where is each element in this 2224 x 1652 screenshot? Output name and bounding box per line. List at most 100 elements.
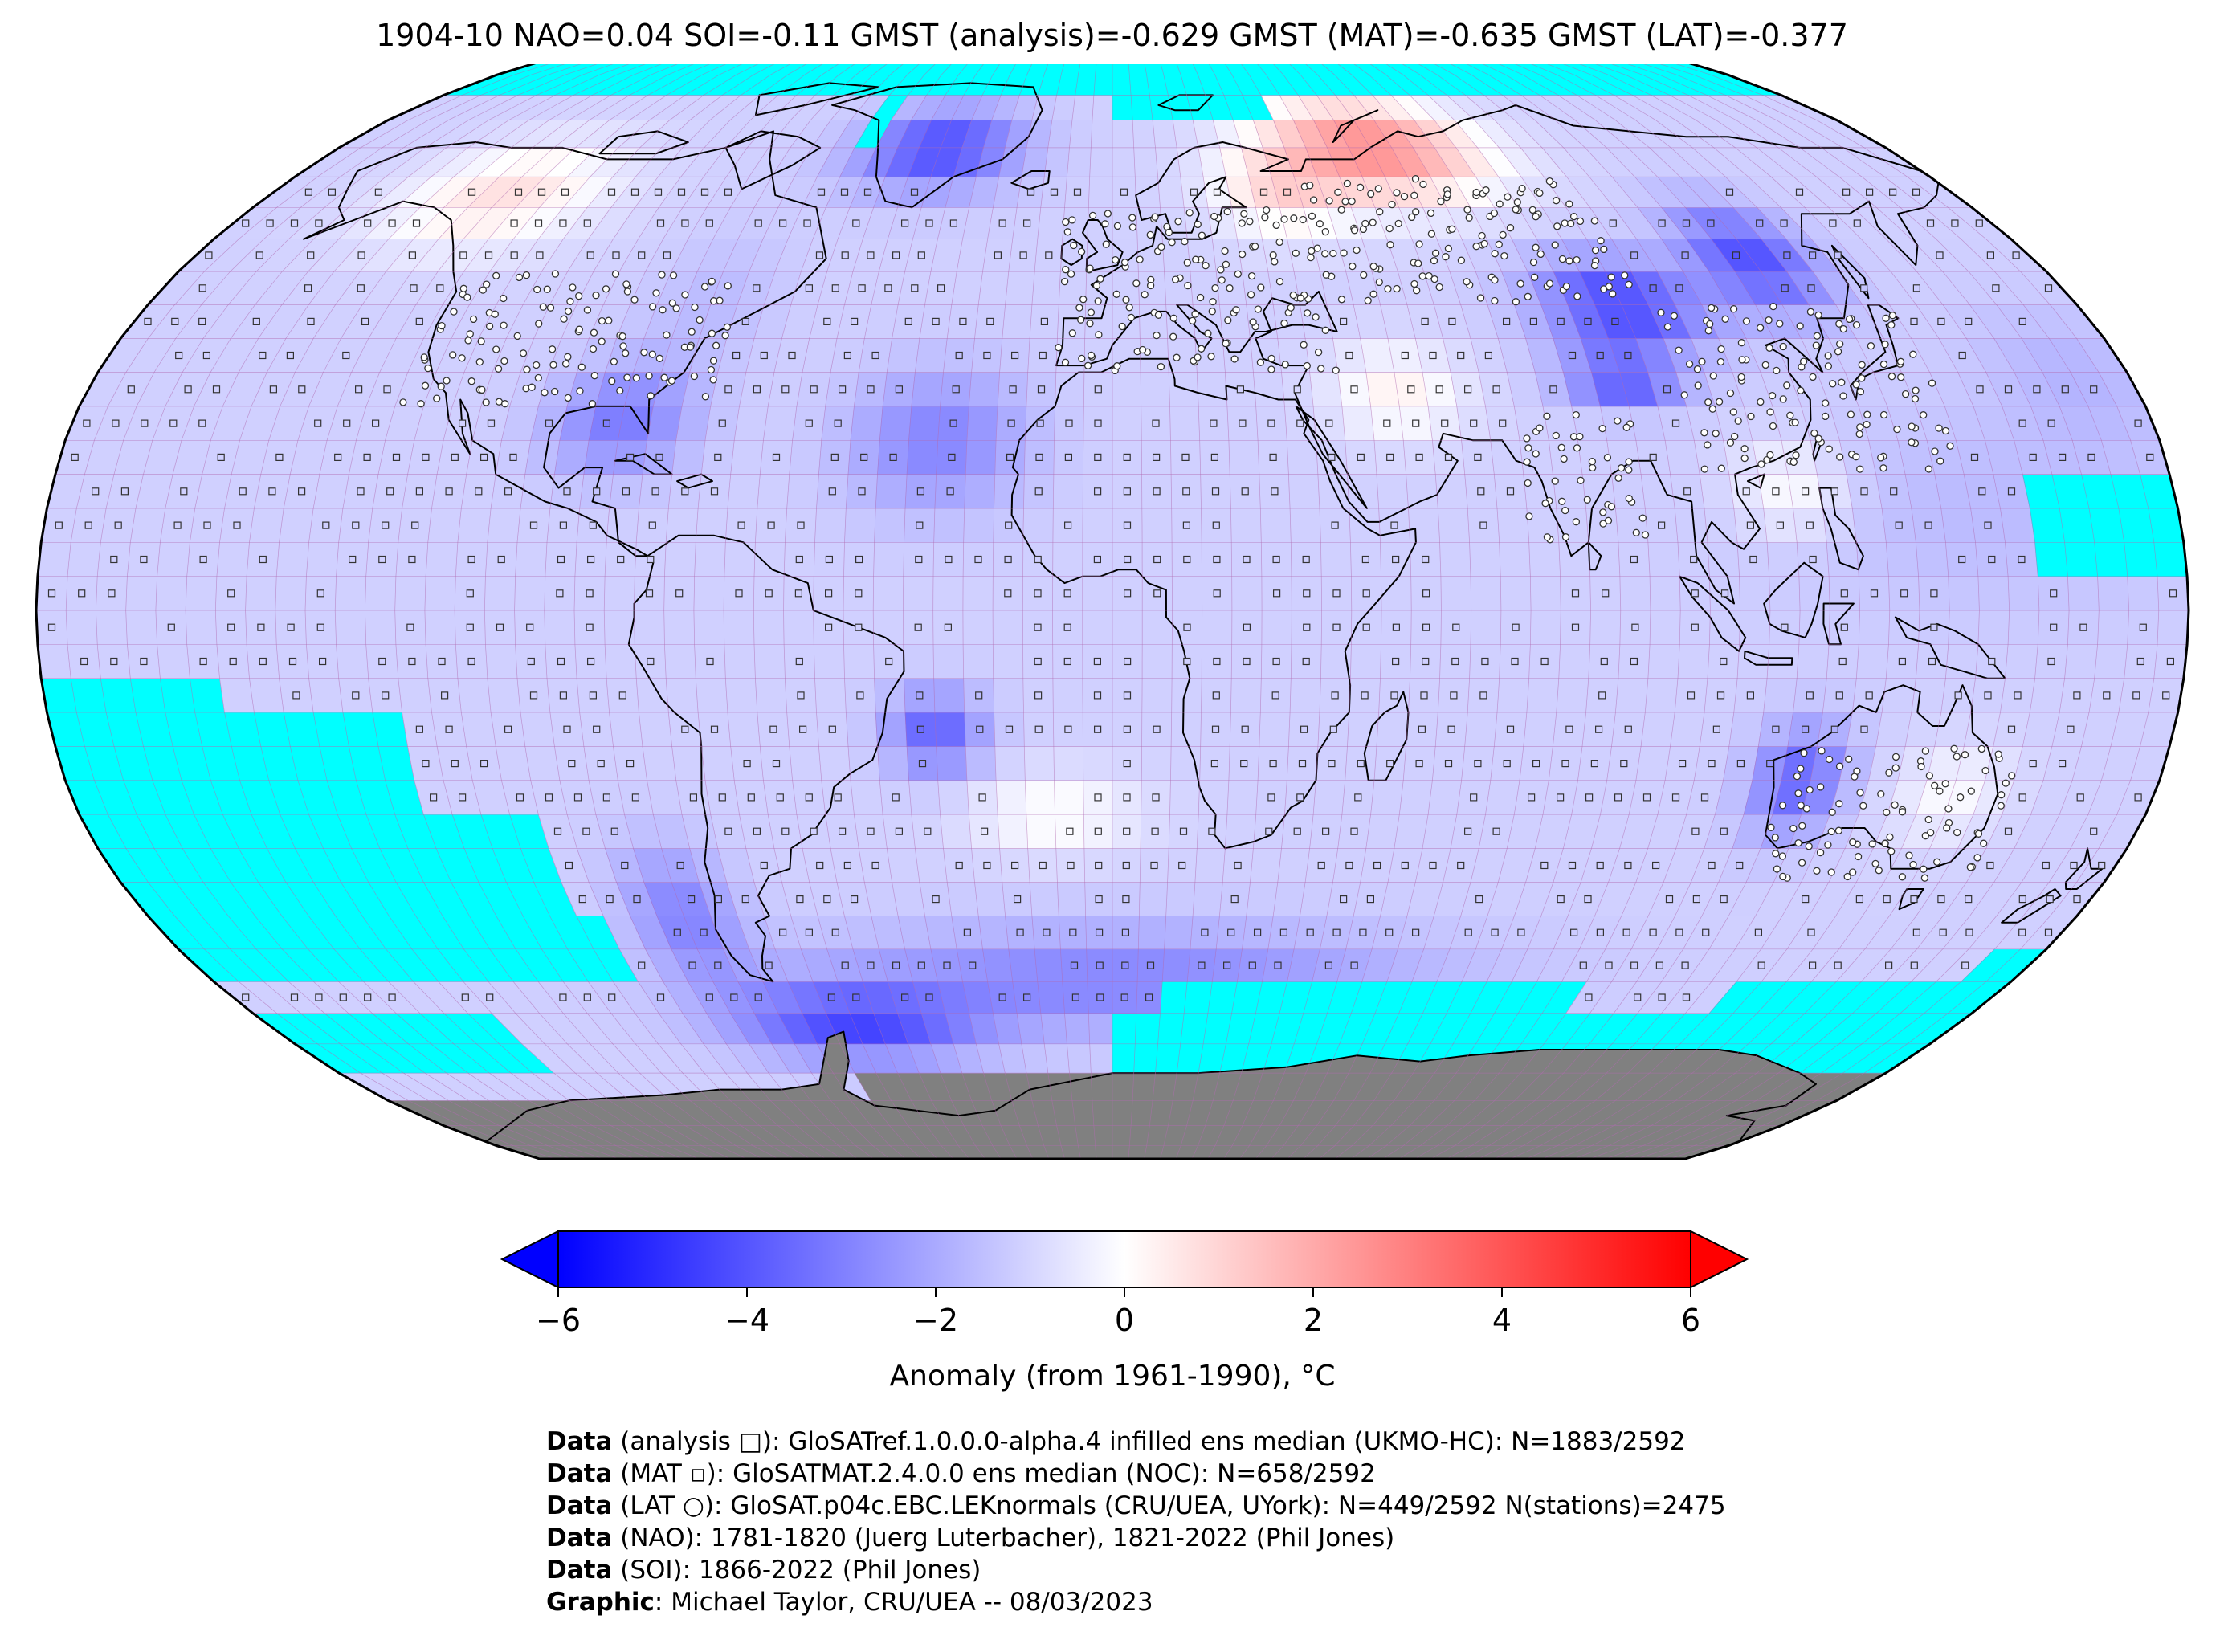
analysis-marker (986, 317, 994, 325)
station-marker (1818, 747, 1826, 755)
grid-cell (524, 440, 561, 475)
station-marker (464, 337, 472, 345)
analysis-marker (1271, 691, 1279, 700)
station-marker (1375, 278, 1383, 287)
analysis-marker (724, 827, 732, 835)
grid-cell (1766, 644, 1800, 679)
analysis-marker (1954, 691, 1962, 700)
analysis-marker (290, 993, 299, 1001)
station-marker (1772, 850, 1780, 858)
station-marker (708, 277, 716, 286)
station-marker (1146, 230, 1154, 239)
analysis-marker (2018, 928, 2026, 936)
analysis-marker (1720, 657, 1728, 666)
analysis-marker (1958, 555, 1966, 564)
analysis-marker (534, 219, 543, 227)
analysis-marker (1517, 928, 1525, 936)
station-marker (1086, 320, 1094, 328)
analysis-marker (1585, 993, 1593, 1001)
station-marker (1776, 320, 1784, 328)
analysis-marker (1390, 521, 1398, 529)
station-marker (1924, 465, 1933, 473)
analysis-marker (1600, 657, 1608, 666)
analysis-marker (1211, 725, 1220, 733)
station-marker (1856, 387, 1865, 396)
analysis-marker (850, 895, 859, 904)
analysis-marker (1853, 219, 1861, 227)
analysis-marker (1622, 928, 1630, 936)
grid-cell (814, 508, 847, 543)
analysis-marker (1412, 419, 1420, 427)
analysis-marker (805, 419, 813, 427)
analysis-marker (1682, 219, 1691, 227)
analysis-marker (180, 487, 188, 496)
station-marker (1234, 270, 1242, 278)
analysis-marker (994, 251, 1002, 259)
grid-cell (964, 474, 996, 509)
analysis-marker (1227, 928, 1235, 936)
analysis-marker (438, 657, 446, 666)
analysis-marker (1590, 759, 1599, 768)
analysis-marker (184, 385, 192, 394)
analysis-marker (322, 521, 330, 529)
analysis-marker (1584, 317, 1592, 325)
station-marker (1290, 214, 1298, 222)
analysis-marker (1766, 759, 1774, 768)
analysis-marker (1420, 691, 1428, 700)
grid-cell (1635, 746, 1671, 781)
analysis-marker (484, 251, 493, 259)
analysis-marker (328, 188, 336, 196)
analysis-marker (2007, 487, 2016, 496)
analysis-marker (1809, 251, 1817, 259)
analysis-marker (2146, 453, 2154, 461)
analysis-marker (633, 895, 641, 904)
grid-cell (875, 712, 908, 747)
analysis-marker (1795, 188, 1804, 196)
station-marker (1165, 228, 1173, 237)
analysis-marker (2090, 827, 2098, 835)
analysis-marker (1912, 928, 1920, 936)
analysis-marker (2061, 385, 2069, 394)
station-marker (1875, 867, 1883, 875)
analysis-marker (983, 861, 991, 870)
station-marker (549, 361, 557, 369)
grid-cell (727, 712, 761, 747)
analysis-marker (1179, 827, 1188, 835)
grid-cell (216, 542, 250, 577)
analysis-marker (1840, 589, 1848, 598)
station-marker (1670, 312, 1679, 320)
grid-cell (1164, 916, 1194, 950)
analysis-marker (1976, 385, 1984, 394)
analysis-marker (760, 351, 768, 360)
grid-cell (1130, 95, 1153, 120)
grid-cell (1169, 780, 1201, 815)
analysis-marker (1339, 317, 1348, 325)
station-marker (1908, 438, 1916, 447)
analysis-marker (1145, 993, 1153, 1001)
grid-cell (2124, 542, 2158, 577)
grid-cell (1095, 64, 1113, 75)
station-marker (1632, 528, 1640, 536)
station-marker (1835, 800, 1843, 808)
grid-cell (37, 644, 71, 679)
analysis-marker (1700, 793, 1709, 802)
analysis-marker (199, 555, 207, 564)
analysis-marker (825, 555, 834, 564)
station-marker (1920, 874, 1929, 882)
analysis-marker (945, 555, 953, 564)
analysis-marker (2103, 691, 2111, 700)
analysis-marker (944, 623, 953, 631)
grid-cell (365, 576, 397, 611)
analysis-marker (561, 188, 569, 196)
station-marker (1824, 841, 1832, 849)
analysis-marker (1039, 861, 1047, 870)
analysis-marker (1457, 351, 1465, 360)
analysis-marker (1930, 589, 1938, 598)
analysis-marker (1190, 188, 1198, 196)
grid-cell (951, 271, 983, 305)
grid-cell (1370, 780, 1404, 815)
station-marker (1805, 842, 1813, 850)
station-marker (1829, 380, 1837, 388)
analysis-marker (1928, 657, 1936, 666)
analysis-marker (349, 555, 357, 564)
